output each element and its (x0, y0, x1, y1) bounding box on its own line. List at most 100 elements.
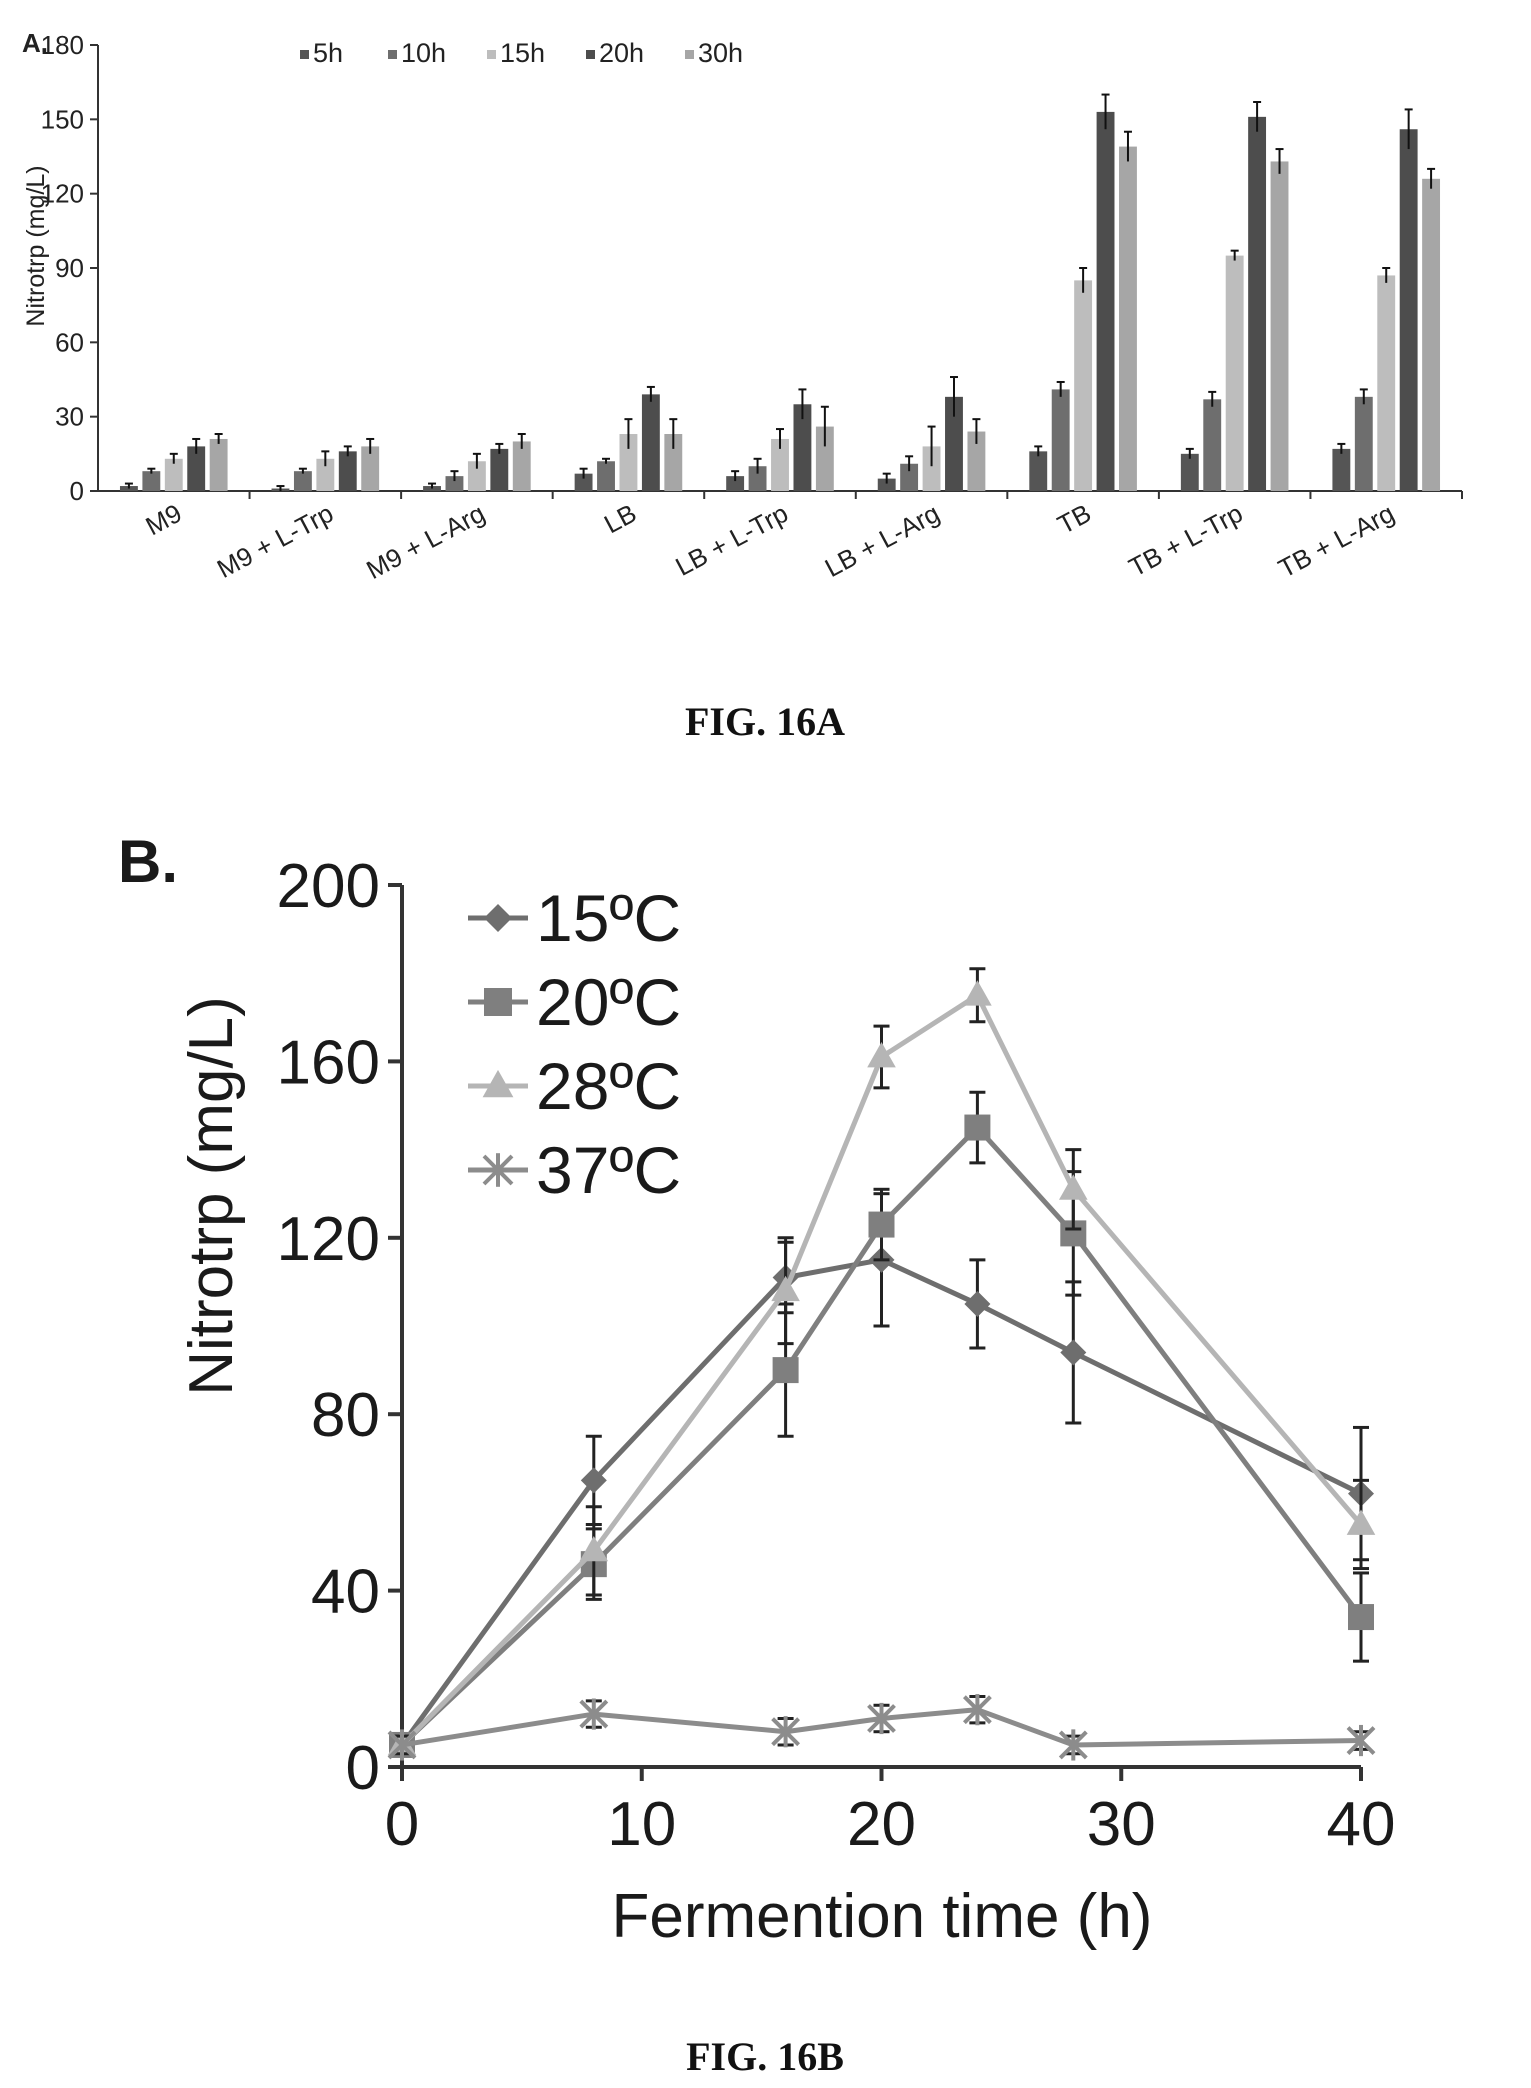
bar-m9-l-trp-15h (316, 458, 335, 491)
figure-16b-caption: FIG. 16B (686, 2034, 844, 2079)
panel-a-x-tick-label: M9 (141, 498, 187, 541)
panel-b-label: B. (118, 828, 178, 895)
legend-label-10h: 10h (401, 38, 446, 68)
panel-a-y-tick-label: 30 (55, 402, 84, 432)
panel-a-x-tick-label: LB + L-Trp (670, 498, 792, 582)
panel-a-x-tick-label: TB + L-Arg (1273, 498, 1399, 584)
panel-a-x-tick-label: LB (599, 498, 641, 539)
legend-label-5h: 5h (313, 38, 343, 68)
bar-lb-l-trp-5h (726, 476, 745, 491)
bar-lb-15h (619, 434, 638, 491)
legend-marker-15-c (484, 904, 512, 932)
legend-marker-28-c (482, 1069, 514, 1098)
legend-label-20-c: 20ºC (536, 965, 681, 1039)
panel-b-y-tick-label: 0 (346, 1734, 380, 1803)
bar-lb-5h (574, 473, 593, 491)
chart-panel-a: A. Nitrotrp (mg/L) 0 30 60 90 120 150 180 M9 M9 … (22, 28, 1463, 585)
bar-m9-20h (187, 446, 206, 491)
bar-tb-l-arg-10h (1354, 396, 1373, 491)
point-15-c-28 (1060, 1339, 1087, 1366)
bar-tb-20h (1096, 111, 1115, 492)
point-37-c-28 (1058, 1729, 1088, 1761)
panel-b-y-axis-label: Nitrotrp (mg/L) (177, 996, 246, 1396)
point-37-c-16 (771, 1716, 801, 1748)
bar-m9-l-trp-30h (361, 446, 380, 491)
panel-b-x-tick-label: 20 (847, 1790, 916, 1859)
bar-lb-l-trp-20h (793, 404, 812, 491)
bar-tb-l-trp-15h (1225, 255, 1244, 491)
legend-label-15-c: 15ºC (536, 881, 681, 955)
bar-m9-l-arg-15h (467, 461, 486, 491)
panel-b-y-tick-label: 120 (277, 1205, 380, 1274)
panel-b-axes: 0 40 80 120 160 200 0 10 20 30 40 (277, 852, 1396, 1859)
panel-a-y-tick-label: 0 (70, 476, 84, 506)
bar-m9-15h (164, 458, 183, 491)
bar-tb-l-arg-15h (1377, 275, 1396, 491)
bar-tb-30h (1119, 146, 1137, 492)
panel-b-y-tick-label: 160 (277, 1028, 380, 1097)
panel-a-bars (119, 93, 1441, 492)
panel-b-x-tick-label: 0 (385, 1790, 419, 1859)
point-20-c-40 (1348, 1604, 1374, 1631)
bar-m9-l-arg-20h (490, 448, 509, 491)
point-37-c-0 (387, 1729, 417, 1761)
bar-tb-15h (1074, 280, 1093, 491)
point-20-c-20 (868, 1211, 895, 1238)
point-15-c-24 (964, 1290, 991, 1317)
bar-lb-l-arg-15h (922, 446, 941, 491)
bar-lb-l-arg-20h (945, 396, 963, 491)
panel-a-x-tick-label: TB (1052, 498, 1095, 540)
bar-tb-l-arg-30h (1422, 178, 1441, 492)
panel-a-x-tick-label: M9 + L-Arg (361, 498, 489, 585)
bar-lb-l-arg-30h (967, 431, 986, 491)
point-28-c-8 (579, 1535, 609, 1562)
bar-lb-10h (597, 461, 615, 491)
panel-a-y-tick-label: 90 (55, 253, 84, 283)
panel-b-lines (387, 967, 1376, 1761)
point-28-c-20 (867, 1042, 896, 1068)
bar-m9-l-arg-30h (512, 441, 531, 491)
legend-swatch-5h (300, 50, 309, 59)
chart-panel-b: B. Nitrotrp (mg/L) Fermention time (h) 0… (118, 828, 1395, 1951)
panel-b-x-tick-label: 10 (607, 1790, 676, 1859)
panel-b-x-tick-label: 30 (1087, 1790, 1156, 1859)
series-line-15-c (399, 1257, 1363, 1747)
bar-tb-10h (1051, 389, 1070, 491)
legend-label-30h: 30h (698, 38, 743, 68)
bar-tb-l-trp-10h (1203, 399, 1222, 491)
point-28-c-40 (1346, 1509, 1376, 1535)
panel-b-legend: 15ºC 20ºC 28ºC 37ºC (468, 881, 681, 1207)
figure-16a-caption: FIG. 16A (685, 699, 845, 744)
bar-lb-20h (641, 394, 660, 491)
bar-tb-l-trp-5h (1180, 453, 1199, 491)
panel-b-y-tick-label: 40 (311, 1558, 380, 1627)
legend-label-28-c: 28ºC (536, 1049, 681, 1123)
bar-lb-30h (664, 434, 683, 491)
bar-m9-30h (209, 438, 228, 491)
panel-b-y-tick-label: 80 (311, 1381, 380, 1450)
panel-a-label: A. (22, 28, 48, 58)
panel-b-x-axis-label: Fermention time (h) (612, 1882, 1153, 1951)
bar-tb-l-trp-30h (1270, 161, 1289, 491)
panel-a-legend: 5h 10h 15h 20h 30h (300, 38, 743, 68)
bar-m9-l-arg-10h (445, 476, 464, 491)
bar-m9-l-trp-20h (338, 451, 357, 491)
point-28-c-24 (963, 980, 992, 1006)
panel-a-y-tick-label: 150 (41, 104, 84, 134)
panel-a-x-tick-label: LB + L-Arg (820, 498, 944, 583)
panel-a-x-tick-label: M9 + L-Trp (212, 498, 338, 584)
legend-marker-20-c (484, 988, 512, 1016)
panel-a-x-tick-label: TB + L-Trp (1124, 498, 1248, 583)
bar-lb-l-arg-10h (900, 463, 919, 491)
bar-lb-l-arg-5h (877, 478, 896, 491)
legend-swatch-10h (388, 50, 397, 59)
panel-b-x-tick-label: 40 (1327, 1790, 1396, 1859)
bar-lb-l-trp-10h (748, 466, 767, 491)
point-28-c-28 (1059, 1174, 1088, 1200)
bar-tb-l-arg-5h (1332, 448, 1351, 491)
legend-label-20h: 20h (599, 38, 644, 68)
bar-tb-5h (1029, 451, 1048, 491)
panel-a-y-axis-label: Nitrotrp (mg/L) (22, 165, 50, 326)
bar-m9-l-trp-10h (293, 471, 312, 491)
point-20-c-16 (772, 1357, 799, 1384)
